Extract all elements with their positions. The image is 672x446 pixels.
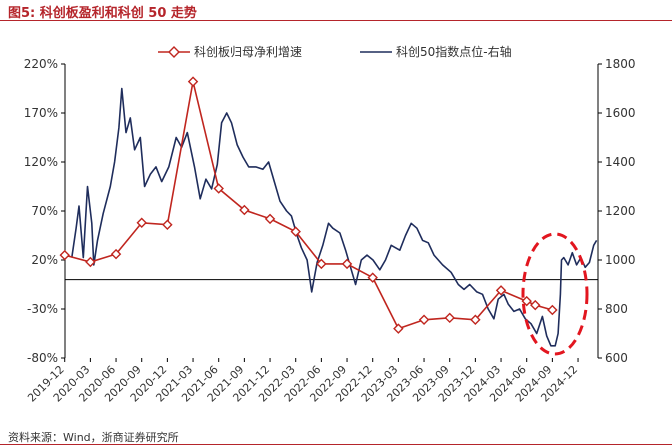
y-right-tick-label: 600 [605, 351, 628, 365]
profit-growth-point [418, 314, 430, 326]
highlight-ellipse [521, 232, 589, 356]
profit-growth-point [290, 226, 301, 237]
y-left-tick-label: -80% [27, 351, 58, 365]
y-right-tick-label: 1200 [605, 204, 636, 218]
profit-growth-point [213, 183, 224, 194]
profit-growth-point [264, 213, 276, 225]
profit-growth-point [367, 272, 378, 283]
profit-growth-point [239, 204, 250, 216]
profit-growth-point [530, 299, 541, 311]
profit-growth-point [521, 295, 532, 307]
legend-label-profit: 科创板归母净利增速 [194, 45, 302, 59]
profit-growth-point [316, 258, 327, 270]
y-left-tick-label: 170% [24, 106, 58, 120]
y-left-tick-label: 20% [31, 253, 58, 267]
legend-marker-profit [168, 46, 180, 58]
profit-growth-point [187, 76, 199, 87]
profit-growth-point [136, 217, 147, 228]
chart-title: 图5: 科创板盈利和科创 50 走势 [8, 6, 197, 21]
profit-growth-point [393, 323, 404, 334]
y-left-tick-label: -30% [27, 302, 58, 316]
title-divider [0, 20, 672, 21]
y-left-tick-label: 70% [31, 204, 58, 218]
y-right-tick-label: 1600 [605, 106, 636, 120]
y-right-tick-label: 1400 [605, 155, 636, 169]
source-note: 资料来源：Wind，浙商证券研究所 [8, 431, 179, 444]
profit-growth-point [444, 312, 455, 324]
profit-growth-point [85, 256, 96, 268]
profit-growth-point [110, 248, 122, 260]
profit-growth-point [341, 258, 353, 270]
y-right-tick-label: 1800 [605, 57, 636, 71]
bottom-divider [0, 444, 672, 445]
profit-growth-point [470, 314, 481, 326]
profit-growth-point [59, 249, 70, 261]
profit-growth-point [495, 285, 507, 296]
y-left-tick-label: 220% [24, 57, 58, 71]
y-right-tick-label: 800 [605, 302, 628, 316]
y-right-tick-label: 1000 [605, 253, 636, 267]
series-line-kc50-index [71, 87, 598, 347]
profit-growth-point [547, 304, 558, 316]
chart-svg: 220% 170% 120% 70% 20% -30% -80% 1800 1600 1400 12… [0, 22, 672, 426]
legend-label-index: 科创50指数点位-右轴 [396, 44, 512, 59]
y-left-tick-label: 120% [24, 155, 58, 169]
profit-growth-point [162, 219, 173, 230]
